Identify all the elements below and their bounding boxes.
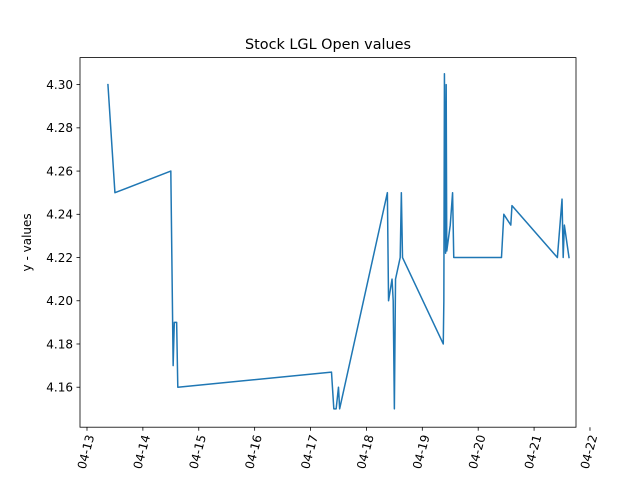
y-axis: 4.16 4.18 4.20 4.22 4.24 4.26 4.28 4.30 — [46, 78, 80, 395]
y-tick-label: 4.20 — [46, 294, 73, 308]
series-line-0 — [107, 73, 570, 410]
y-tick-label: 4.16 — [46, 381, 73, 395]
y-tick-label: 4.24 — [46, 208, 73, 222]
y-tick-label: 4.18 — [46, 337, 73, 351]
plot-area — [80, 57, 576, 428]
y-tick-label: 4.22 — [46, 251, 73, 265]
y-axis-label: y - values — [20, 213, 34, 271]
chart-title: Stock LGL Open values — [245, 37, 411, 53]
y-tick-label: 4.28 — [46, 121, 73, 135]
plot-frame — [79, 57, 577, 428]
y-tick-label: 4.26 — [46, 164, 73, 178]
series-layer — [107, 73, 570, 410]
y-tick-label: 4.30 — [46, 78, 73, 92]
